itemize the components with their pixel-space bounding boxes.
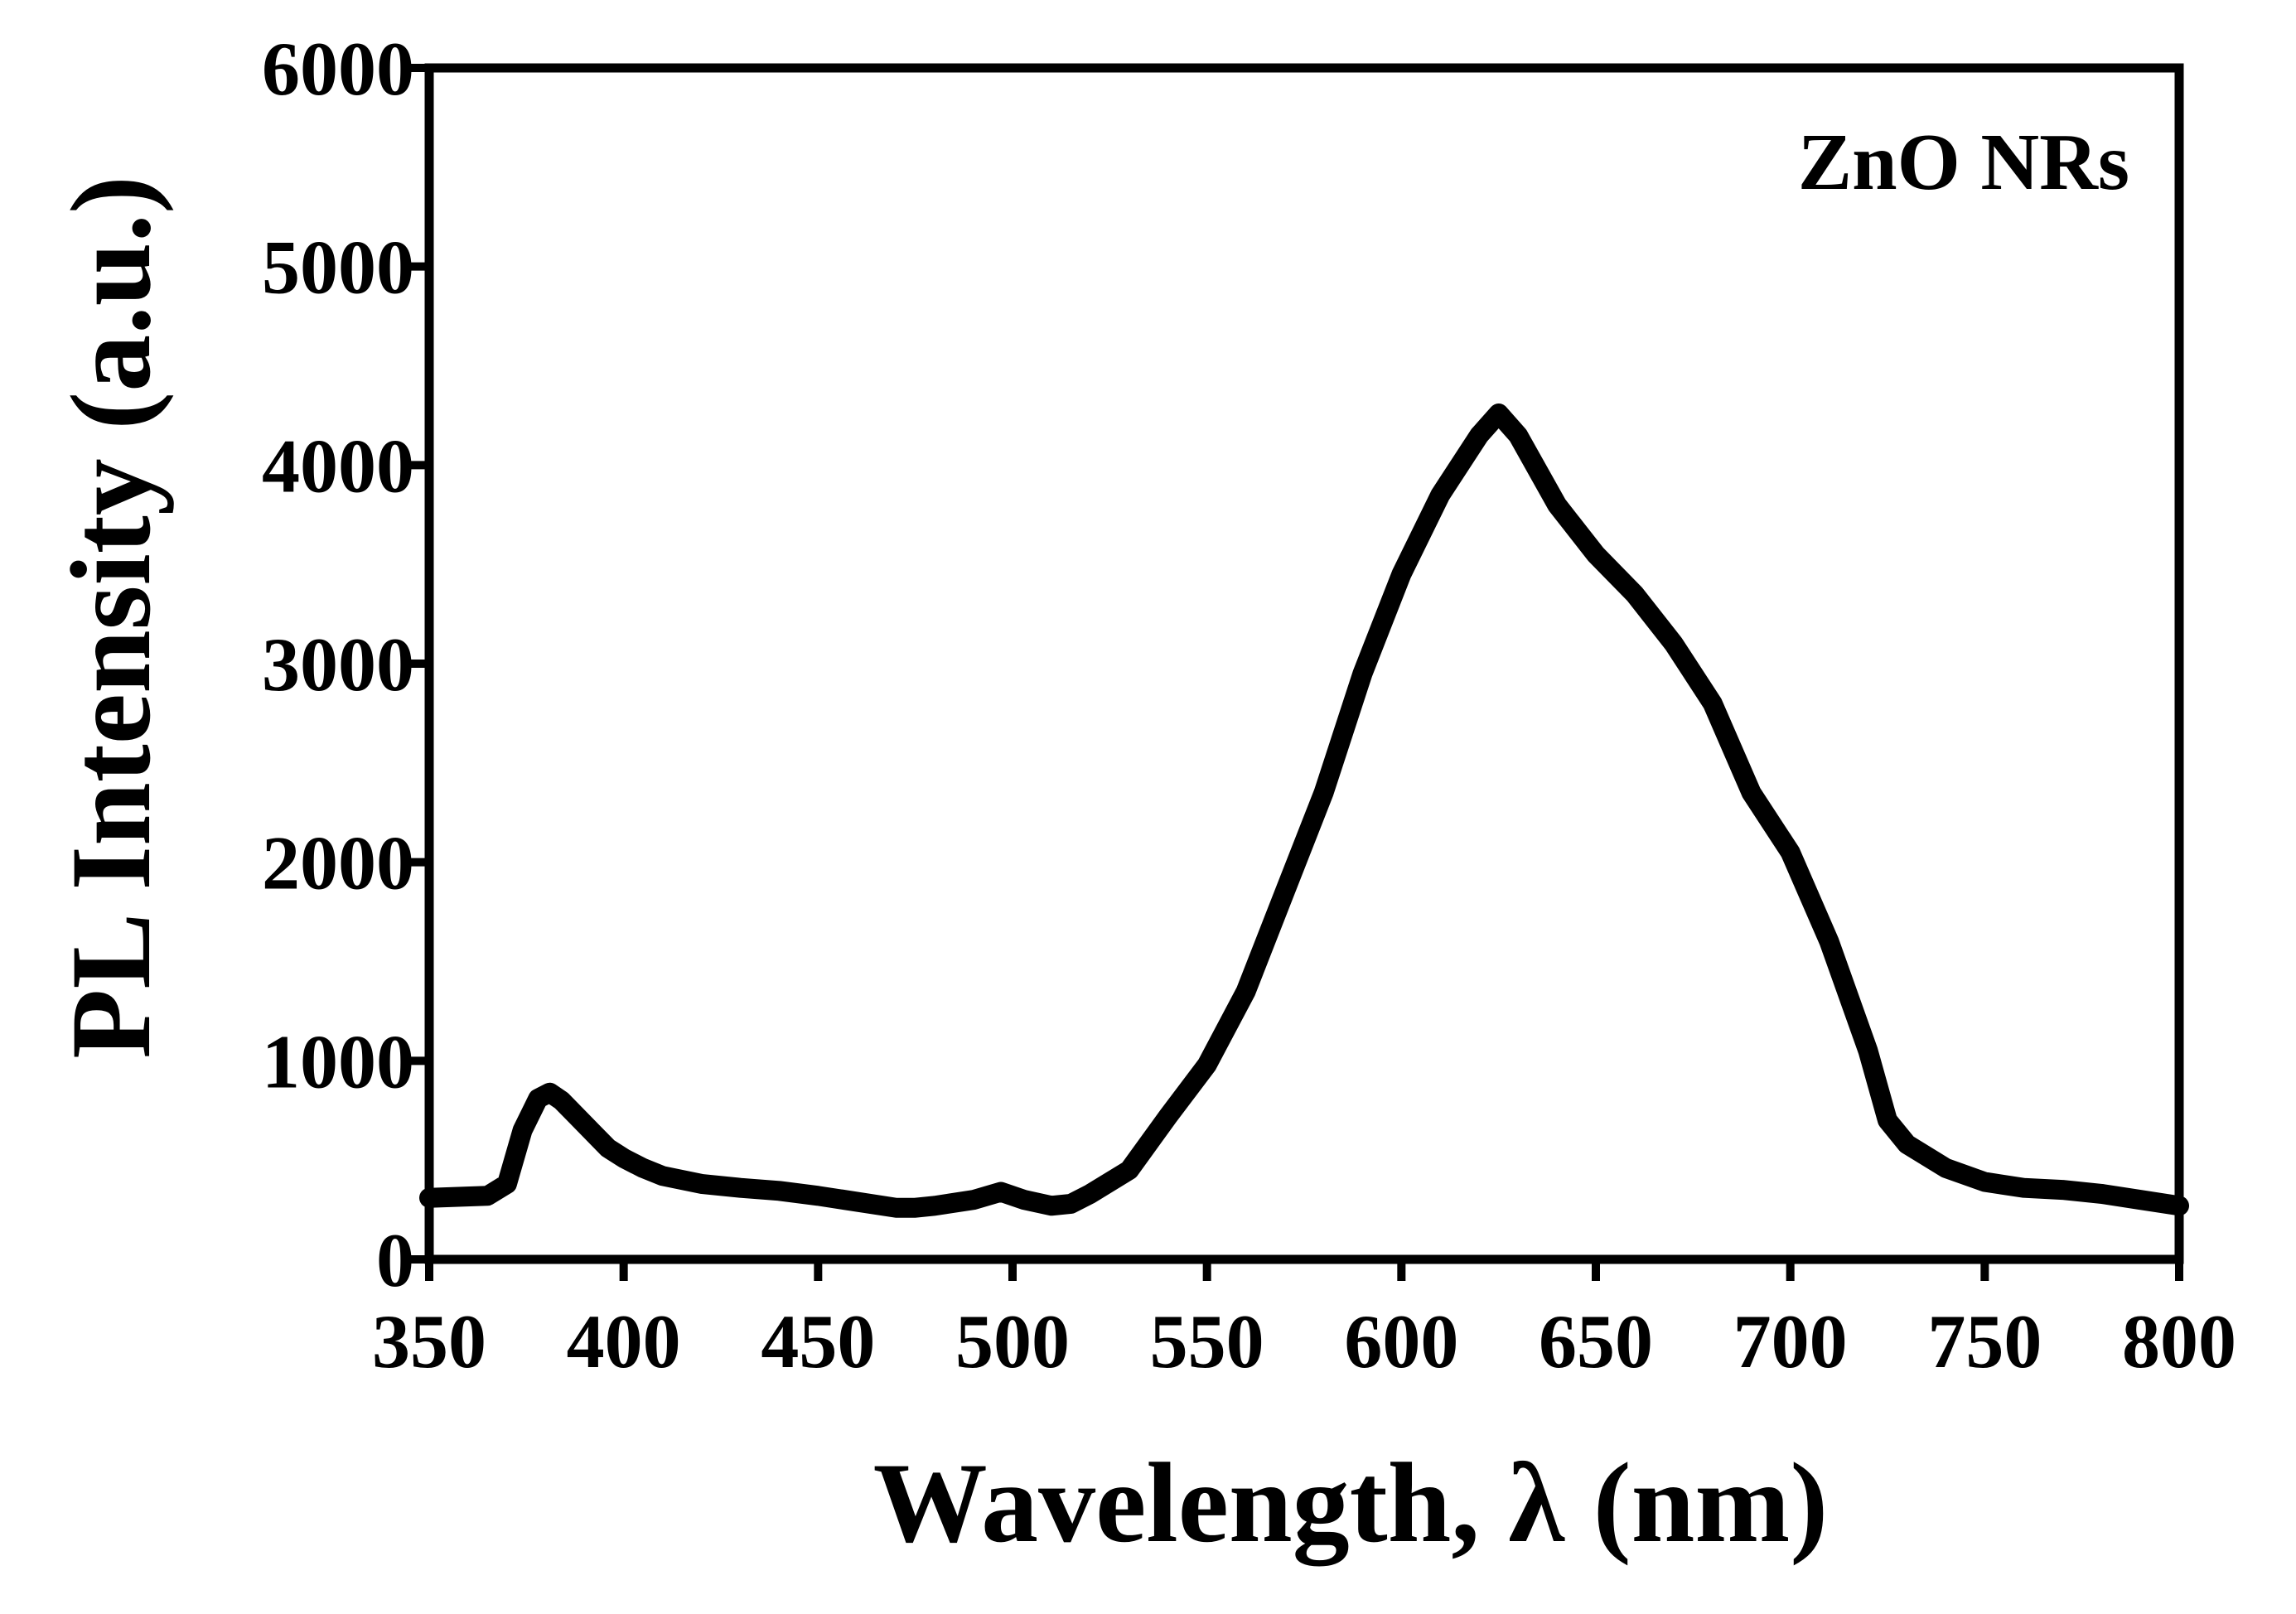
data-point [1083,1186,1097,1201]
data-point [515,1124,529,1138]
data-point [993,1185,1008,1199]
data-point [1122,1163,1136,1177]
y-axis-ticks: 0 1000 2000 3000 4000 5000 6000 [262,27,429,1302]
data-point [1550,498,1564,512]
data-point [772,1184,786,1198]
x-tick-label: 350 [372,1299,486,1384]
annotation-label: ZnO NRs [1798,118,2129,207]
y-tick-label: 5000 [262,225,414,310]
y-tick-label: 3000 [262,622,414,707]
data-point [1491,407,1506,420]
data-point [1278,885,1292,899]
y-tick-label: 4000 [262,423,414,508]
x-axis-title: Wavelength, λ (nm) [873,1439,1829,1566]
data-point [2095,1186,2109,1201]
data-point [543,1085,557,1099]
data-point [601,1141,615,1155]
y-tick-label: 1000 [262,1019,414,1104]
data-point [616,1151,631,1165]
x-tick-label: 550 [1150,1299,1264,1384]
series-line-0 [419,404,2189,1218]
data-point [1161,1109,1175,1124]
y-tick-label: 2000 [262,821,414,906]
data-point [570,1109,584,1124]
data-point [1666,637,1680,650]
data-point [554,1094,568,1108]
data-point [1822,935,1836,949]
data-point [1472,428,1486,442]
data-point [889,1201,903,1215]
data-point [1356,667,1370,680]
x-tick-label: 650 [1539,1299,1653,1384]
x-tick-label: 600 [1344,1299,1458,1384]
data-point [1783,845,1797,859]
data-point [1433,488,1448,502]
data-point [850,1195,864,1209]
data-point [481,1189,495,1203]
y-tick-label: 0 [376,1218,414,1302]
data-point [1239,984,1253,998]
data-point [1017,1193,1032,1207]
data-point [1978,1175,1992,1189]
y-tick-label: 6000 [262,27,414,111]
data-point [1200,1058,1214,1072]
data-point [2134,1193,2148,1207]
data-point [2017,1181,2031,1195]
data-point [636,1161,650,1175]
data-point [1705,696,1719,710]
data-point [1395,568,1409,582]
data-point [655,1169,669,1183]
data-point [500,1177,514,1191]
data-point [908,1201,922,1215]
data-point [1627,587,1641,602]
axes [424,63,2184,1264]
data-point [1317,785,1331,800]
data-point [1881,1114,1894,1128]
x-tick-label: 700 [1733,1299,1848,1384]
data-point [2173,1199,2186,1213]
data-point [811,1189,825,1203]
data-point [1939,1161,1953,1175]
x-tick-label: 450 [761,1299,875,1384]
data-point [1900,1138,1914,1151]
x-tick-label: 400 [567,1299,681,1384]
x-tick-label: 750 [1927,1299,2042,1384]
data-point [1044,1199,1058,1213]
x-tick-label: 500 [955,1299,1070,1384]
data-point [967,1193,981,1207]
y-axis-title: PL Intensity (a.u.) [47,176,174,1059]
plot-frame [424,63,2184,1264]
data-point [586,1125,600,1139]
data-point [1064,1196,1078,1210]
x-tick-label: 800 [2122,1299,2236,1384]
data-point [2056,1183,2070,1197]
data-point [531,1091,545,1105]
data-point [1511,428,1525,442]
data-point [1589,548,1602,562]
data-point [733,1181,747,1195]
data-point [1744,785,1758,800]
data-point [694,1177,708,1191]
data-point [928,1199,942,1213]
x-axis-ticks: 350 400 450 500 550 600 650 700 750 800 [372,1259,2236,1384]
data-point [1861,1044,1875,1058]
data-point [423,1191,436,1205]
series-group [419,404,2189,1218]
